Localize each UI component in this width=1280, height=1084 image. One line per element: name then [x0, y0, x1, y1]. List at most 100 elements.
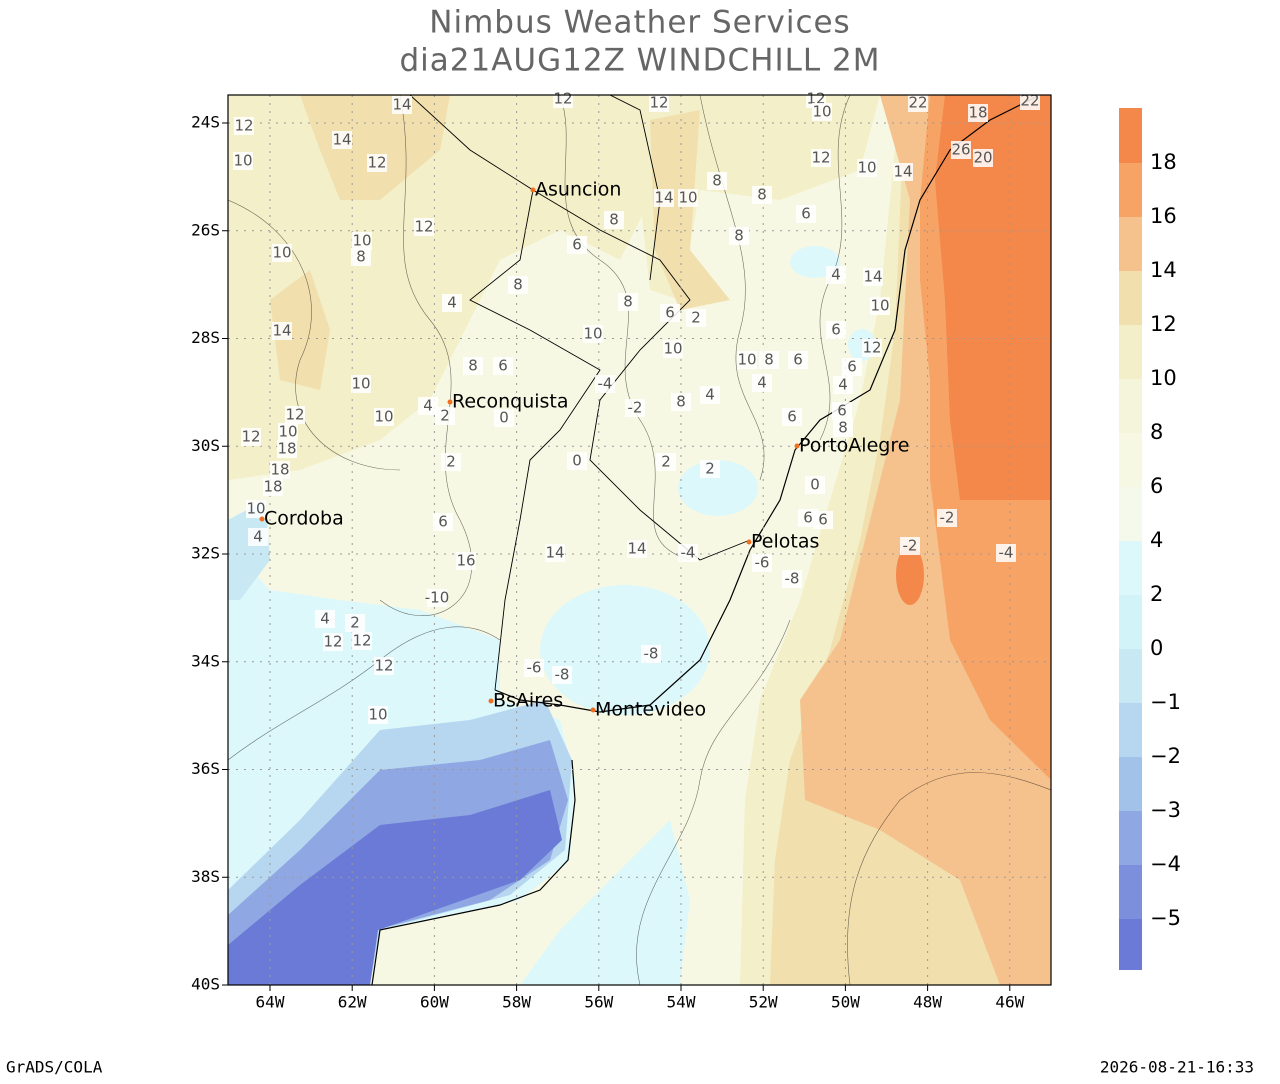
label-box: [893, 163, 913, 181]
contour-value: 14: [392, 96, 411, 114]
label-box: [700, 386, 720, 404]
contour-value: 8: [609, 211, 619, 229]
label-box: [374, 657, 394, 675]
contour-label: -8: [782, 570, 802, 588]
label-box: [427, 589, 447, 607]
label-box: [700, 460, 720, 478]
label-box: [367, 154, 387, 172]
contour-value: 10: [678, 189, 697, 207]
label-box: [627, 540, 647, 558]
contour-value: -6: [755, 554, 770, 572]
contour-value: 8: [712, 172, 722, 190]
label-box: [315, 610, 335, 628]
label-box: [752, 554, 772, 572]
contour-label: 6: [433, 513, 453, 531]
label-box: [788, 351, 808, 369]
contour-label: -2: [625, 399, 645, 417]
colorbar-label: −5: [1150, 906, 1181, 930]
label-box: [752, 186, 772, 204]
contour-value: -4: [681, 544, 696, 562]
city-label: Pelotas: [751, 531, 819, 553]
contour-value: 10: [870, 297, 889, 315]
colorbar-swatch: [1119, 325, 1142, 379]
label-box: [826, 266, 846, 284]
label-box: [729, 227, 749, 245]
city-label: Montevideo: [595, 699, 706, 721]
contour-label: -6: [752, 554, 772, 572]
label-box: [456, 552, 476, 570]
contour-label: 12: [367, 154, 387, 172]
contour-value: 6: [801, 205, 811, 223]
contour-value: -4: [999, 544, 1014, 562]
label-box: [272, 244, 292, 262]
colorbar-label: 4: [1150, 528, 1163, 552]
contour-label: -4: [996, 544, 1016, 562]
contour-label: 2: [435, 407, 455, 425]
lat-tick-label: 30S: [191, 436, 220, 455]
label-box: [811, 149, 831, 167]
label-box: [996, 544, 1016, 562]
contour-value: 2: [446, 453, 456, 471]
contour-value: 6: [438, 513, 448, 531]
label-box: [649, 94, 669, 112]
contour-value: 6: [847, 358, 857, 376]
colorbar-swatch: [1119, 757, 1142, 811]
contour-value: -4: [598, 375, 613, 393]
contour-value: 12: [649, 94, 668, 112]
label-box: [323, 633, 343, 651]
contour-label: 2: [441, 453, 461, 471]
lat-tick-label: 24S: [191, 113, 220, 132]
contour-value: -8: [785, 570, 800, 588]
label-box: [833, 419, 853, 437]
contour-value: 14: [654, 189, 673, 207]
label-box: [278, 423, 298, 441]
contour-value: 8: [676, 393, 686, 411]
city-label: Asuncion: [535, 179, 621, 201]
label-box: [1020, 92, 1040, 110]
label-box: [493, 357, 513, 375]
graticule: 24S 26S 28S 30S 32S 34S 36S 38S 40S 64W 62W 60W 58W 5…: [191, 95, 1051, 1012]
lon-tick-label: 48W: [913, 993, 942, 1012]
label-box: [870, 297, 890, 315]
label-box: [863, 268, 883, 286]
label-box: [433, 513, 453, 531]
contour-label: 10: [246, 500, 266, 518]
contour-label: 10: [678, 189, 698, 207]
contour-label: 14: [272, 322, 292, 340]
colorbar-label: 14: [1150, 258, 1177, 282]
colorbar-label: −3: [1150, 798, 1181, 822]
label-box: [654, 189, 674, 207]
contour-value: 14: [893, 163, 912, 181]
contour-value: -2: [628, 399, 643, 417]
lat-tick-label: 28S: [191, 328, 220, 347]
label-box: [414, 218, 434, 236]
contour-label: 12: [811, 149, 831, 167]
colorbar-swatch: [1119, 163, 1142, 217]
contour-value: 14: [332, 131, 351, 149]
contour-value: 12: [374, 657, 393, 675]
contour-label: 8: [671, 393, 691, 411]
contour-label: 22: [1020, 92, 1040, 110]
colorbar-label: 16: [1150, 204, 1177, 228]
contour-label: 10: [278, 423, 298, 441]
contour-value: 10: [663, 340, 682, 358]
label-box: [641, 645, 661, 663]
contour-value: 4: [757, 374, 767, 392]
colorbar-swatch: [1119, 379, 1142, 433]
cities: Asuncion Reconquista PortoAlegre Cordoba Pel…: [259, 179, 909, 721]
contour-label: 14: [893, 163, 913, 181]
label-box: [660, 304, 680, 322]
colorbar-label: 0: [1150, 636, 1163, 660]
contour-label: 14: [392, 96, 412, 114]
contour-label: 16: [456, 552, 476, 570]
contour-value: 8: [838, 419, 848, 437]
contour-label: 4: [700, 386, 720, 404]
contour-label: -8: [552, 666, 572, 684]
contour-value: 8: [356, 248, 366, 266]
contour-label: 8: [463, 357, 483, 375]
label-box: [345, 614, 365, 632]
label-box: [351, 375, 371, 393]
lon-tick-label: 50W: [831, 993, 860, 1012]
label-box: [813, 511, 833, 529]
